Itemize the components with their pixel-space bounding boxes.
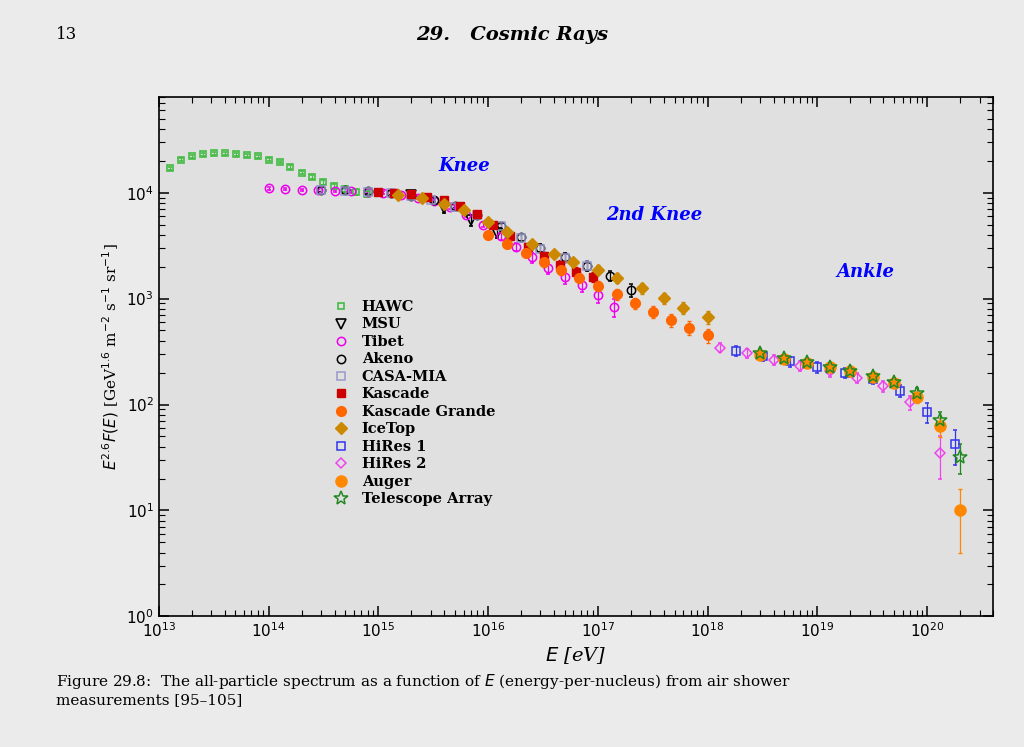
Text: Knee: Knee xyxy=(438,157,489,175)
X-axis label: $E$ [eV]: $E$ [eV] xyxy=(546,645,606,666)
Legend: HAWC, MSU, Tibet, Akeno, CASA-MIA, Kascade, Kascade Grande, IceTop, HiRes 1, HiR: HAWC, MSU, Tibet, Akeno, CASA-MIA, Kasca… xyxy=(322,294,501,512)
Text: 2nd Knee: 2nd Knee xyxy=(606,206,702,224)
Text: Ankle: Ankle xyxy=(837,263,895,281)
Text: 13: 13 xyxy=(56,26,78,43)
Y-axis label: $E^{2.6}F(E)$ [GeV$^{1.6}$ m$^{-2}$ s$^{-1}$ sr$^{-1}$]: $E^{2.6}F(E)$ [GeV$^{1.6}$ m$^{-2}$ s$^{… xyxy=(100,244,121,470)
Text: Figure 29.8:  The all-particle spectrum as a function of $E$ (energy-per-nucleus: Figure 29.8: The all-particle spectrum a… xyxy=(56,672,792,707)
Text: 29.   Cosmic Rays: 29. Cosmic Rays xyxy=(416,26,608,44)
